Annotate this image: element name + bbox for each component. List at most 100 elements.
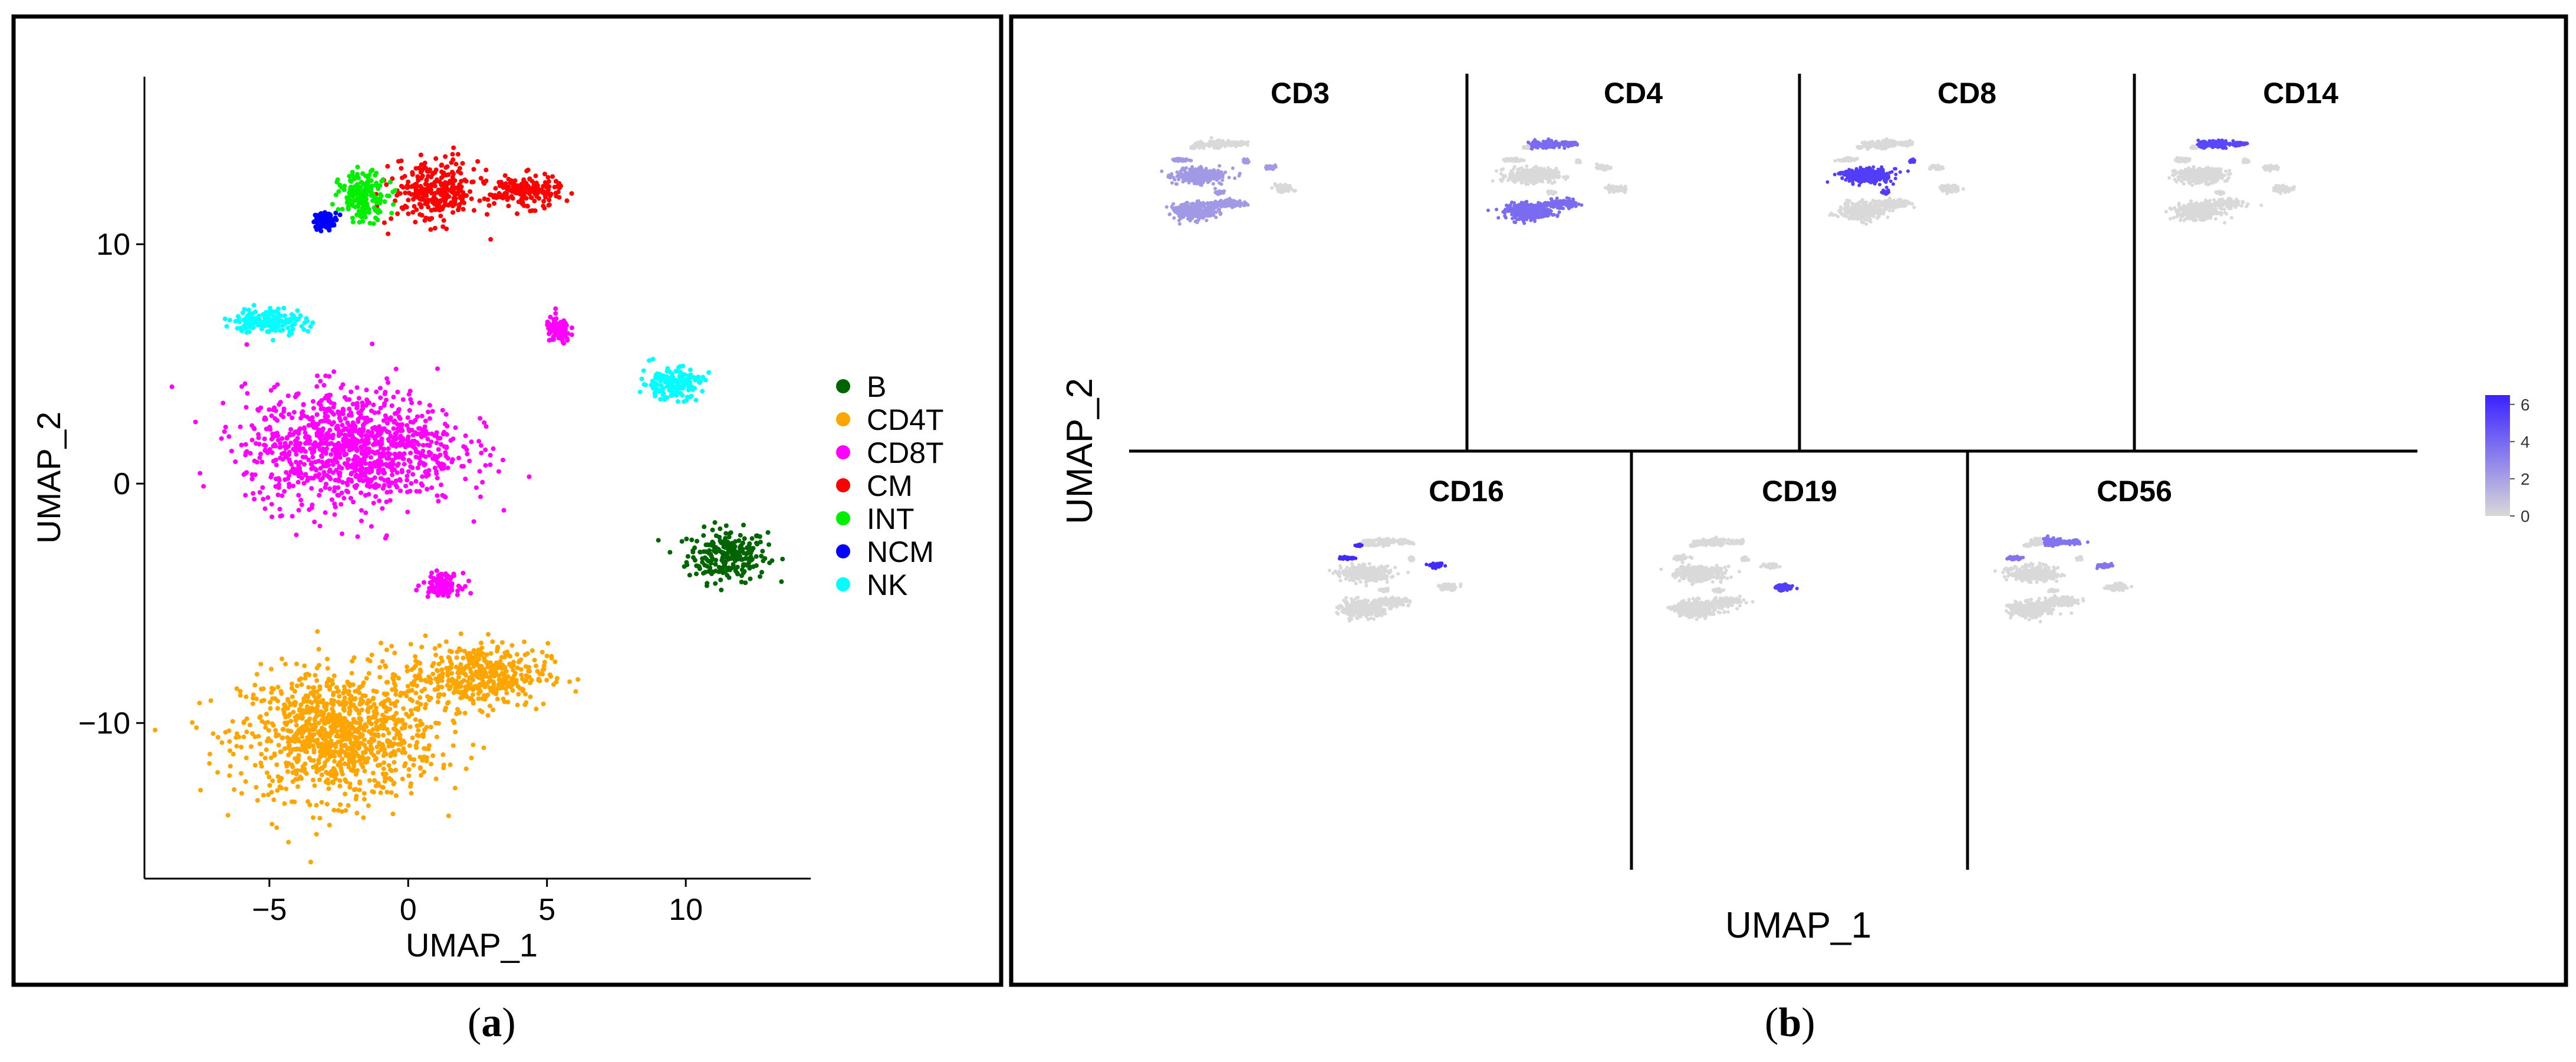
- data-point: [436, 190, 442, 195]
- data-point: [331, 692, 336, 698]
- data-point: [471, 664, 476, 669]
- data-point: [430, 456, 435, 461]
- data-point: [427, 443, 432, 448]
- data-point: [325, 771, 330, 776]
- data-point: [404, 712, 409, 716]
- data-point: [471, 519, 476, 524]
- data-point: [502, 655, 508, 660]
- data-point: [275, 788, 280, 793]
- feature-point: [1223, 201, 1228, 205]
- data-point: [294, 452, 299, 457]
- data-point: [425, 169, 430, 174]
- data-point: [373, 215, 379, 221]
- cluster-nk-11: [637, 357, 712, 405]
- data-point: [650, 379, 655, 384]
- feature-point: [1218, 212, 1222, 216]
- data-point: [460, 587, 465, 592]
- data-point: [434, 568, 439, 573]
- data-point: [249, 472, 255, 477]
- data-point: [735, 570, 740, 576]
- data-point: [721, 570, 726, 576]
- data-point: [269, 514, 275, 520]
- data-point: [541, 199, 547, 204]
- data-point: [344, 397, 349, 402]
- data-point: [485, 682, 490, 687]
- data-point: [465, 451, 470, 456]
- data-point: [565, 338, 570, 343]
- data-point: [330, 497, 334, 502]
- data-point: [331, 721, 336, 726]
- data-point: [338, 418, 343, 423]
- data-point: [306, 440, 311, 446]
- data-point: [283, 662, 288, 667]
- data-point: [432, 646, 437, 651]
- data-point: [463, 693, 469, 698]
- data-point: [725, 565, 731, 571]
- data-point: [261, 497, 266, 502]
- data-point: [488, 453, 493, 458]
- data-point: [552, 659, 558, 665]
- data-point: [366, 698, 371, 703]
- data-point: [440, 593, 446, 598]
- data-point: [386, 731, 392, 736]
- data-point: [394, 463, 400, 468]
- data-point: [323, 436, 328, 441]
- data-point: [419, 213, 425, 218]
- feature-point: [1292, 189, 1297, 193]
- data-point: [418, 669, 423, 675]
- cluster-b-0: [656, 520, 785, 593]
- data-point: [502, 190, 508, 196]
- data-point: [327, 823, 332, 828]
- data-point: [435, 493, 440, 498]
- data-point: [252, 497, 257, 502]
- data-point: [257, 490, 262, 495]
- legend-label-cd4t: CD4T: [867, 403, 944, 436]
- data-point: [381, 760, 387, 765]
- data-point: [433, 156, 439, 161]
- data-point: [311, 743, 316, 748]
- data-point: [490, 639, 495, 645]
- data-point: [348, 187, 353, 192]
- data-point: [669, 387, 675, 392]
- data-point: [287, 412, 292, 417]
- data-point: [387, 452, 393, 457]
- data-point: [440, 493, 445, 498]
- data-point: [419, 205, 424, 210]
- data-point: [506, 203, 511, 209]
- data-point: [710, 540, 715, 545]
- data-point: [367, 446, 371, 452]
- data-point: [443, 422, 448, 427]
- data-point: [284, 722, 289, 727]
- data-point: [351, 219, 356, 225]
- data-point: [259, 686, 264, 692]
- data-point: [748, 576, 753, 581]
- data-point: [373, 482, 379, 487]
- data-point: [483, 659, 488, 664]
- data-point: [194, 725, 199, 730]
- data-point: [321, 711, 327, 716]
- data-point: [347, 758, 352, 763]
- data-point: [408, 642, 413, 647]
- data-point: [495, 696, 500, 702]
- data-point: [384, 647, 389, 653]
- data-point: [449, 581, 455, 586]
- data-point: [440, 206, 445, 211]
- data-point: [377, 665, 383, 670]
- data-point: [262, 436, 267, 442]
- data-point: [651, 386, 656, 391]
- data-point: [380, 177, 386, 183]
- data-point: [257, 741, 262, 747]
- data-point: [310, 502, 315, 508]
- data-point: [416, 188, 420, 193]
- data-point: [713, 533, 719, 538]
- data-point: [244, 405, 249, 410]
- data-point: [288, 440, 294, 446]
- data-point: [242, 381, 248, 386]
- data-point: [280, 327, 285, 333]
- data-point: [366, 803, 371, 808]
- data-point: [357, 396, 361, 401]
- data-point: [404, 478, 410, 483]
- data-point: [279, 451, 285, 456]
- data-point: [414, 739, 420, 745]
- data-point: [443, 453, 449, 459]
